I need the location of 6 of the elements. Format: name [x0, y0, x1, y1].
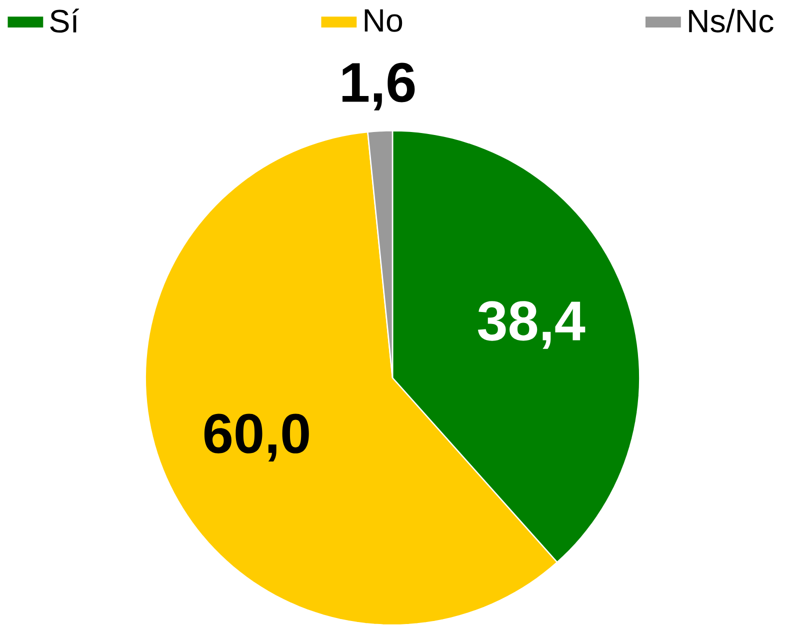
data-label: 1,6 — [342, 62, 415, 111]
data-label: 38,4 — [478, 301, 586, 350]
legend-label: No — [364, 10, 402, 32]
data-label: 60,0 — [204, 414, 309, 462]
legend-label: Sí — [50, 8, 80, 33]
legend-label: Ns/Nc — [689, 8, 774, 33]
